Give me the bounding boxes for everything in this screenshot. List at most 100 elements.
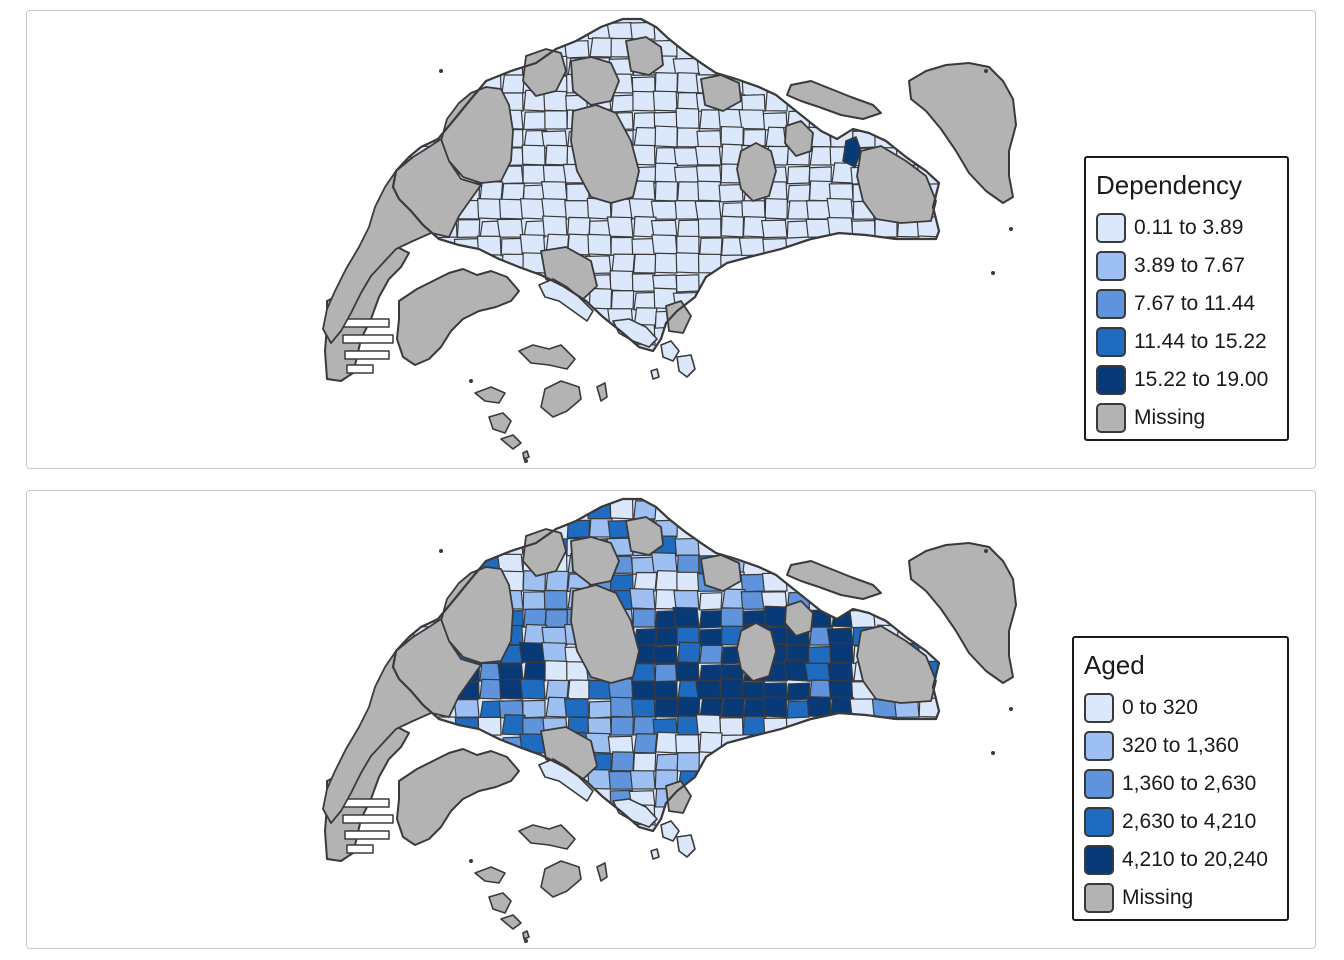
subzone bbox=[519, 678, 546, 700]
subzone bbox=[633, 126, 658, 148]
legend-swatch bbox=[1096, 289, 1126, 319]
region-missing bbox=[540, 860, 582, 898]
region-missing bbox=[518, 824, 576, 850]
legend-item: 320 to 1,360 bbox=[1084, 727, 1277, 765]
islet bbox=[524, 939, 528, 943]
subzone bbox=[673, 589, 700, 610]
subzone bbox=[738, 237, 766, 257]
subzone bbox=[544, 144, 569, 166]
subzone bbox=[698, 592, 723, 611]
subzone bbox=[629, 770, 656, 790]
subzone bbox=[675, 274, 700, 293]
subzone bbox=[827, 662, 854, 682]
legend-item: 15.22 to 19.00 bbox=[1096, 361, 1277, 399]
legend-label: 3.89 to 7.67 bbox=[1134, 254, 1245, 277]
subzone bbox=[654, 663, 678, 683]
legend-swatch bbox=[1096, 213, 1126, 243]
islet bbox=[991, 271, 995, 275]
subzone bbox=[610, 290, 635, 310]
legend-item: 7.67 to 11.44 bbox=[1096, 285, 1277, 323]
subzone bbox=[651, 234, 678, 256]
region-missing bbox=[522, 930, 530, 940]
legend-swatch bbox=[1084, 769, 1114, 799]
subzone bbox=[676, 554, 701, 574]
subzone bbox=[501, 714, 526, 736]
subzone bbox=[676, 235, 700, 256]
region-missing bbox=[570, 536, 620, 586]
region-missing bbox=[500, 914, 522, 930]
region-missing bbox=[908, 62, 1017, 204]
subzone bbox=[632, 608, 656, 628]
legend-dependency: Dependency 0.11 to 3.89 3.89 to 7.67 7.67 … bbox=[1084, 156, 1289, 441]
subzone bbox=[654, 125, 678, 148]
islet bbox=[984, 69, 988, 73]
subzone bbox=[586, 19, 612, 40]
legend-item: 0.11 to 3.89 bbox=[1096, 209, 1277, 247]
islet bbox=[984, 549, 988, 553]
subzone bbox=[719, 677, 744, 700]
island bbox=[538, 278, 594, 322]
region-missing bbox=[488, 412, 512, 434]
legend-item: Missing bbox=[1096, 399, 1277, 437]
subzone bbox=[631, 698, 656, 718]
subzone bbox=[564, 200, 590, 220]
subzone bbox=[610, 716, 634, 736]
subzone bbox=[697, 218, 722, 238]
subzone bbox=[544, 660, 568, 682]
subzone bbox=[674, 537, 700, 557]
legend-swatch bbox=[1096, 403, 1126, 433]
legend-label: 320 to 1,360 bbox=[1122, 734, 1239, 757]
subzone bbox=[743, 697, 768, 718]
subzone bbox=[696, 130, 722, 149]
choropleth-map-dependency bbox=[322, 17, 1017, 463]
region-missing bbox=[625, 516, 664, 556]
subzone bbox=[675, 107, 700, 130]
subzone bbox=[654, 252, 678, 274]
subzone bbox=[674, 734, 700, 754]
subzone bbox=[543, 589, 568, 610]
subzone bbox=[694, 200, 722, 220]
region-missing bbox=[488, 892, 512, 914]
subzone bbox=[741, 681, 766, 701]
legend-swatch bbox=[1084, 845, 1114, 875]
legend-item: Missing bbox=[1084, 879, 1277, 917]
region-missing bbox=[784, 600, 814, 637]
subzone bbox=[721, 697, 746, 718]
subzone bbox=[699, 610, 723, 629]
subzone bbox=[631, 556, 656, 575]
subzone bbox=[633, 253, 657, 274]
region-missing bbox=[665, 300, 692, 334]
subzone bbox=[720, 215, 745, 238]
subzone bbox=[677, 641, 701, 664]
subzone bbox=[697, 180, 722, 202]
subzone bbox=[479, 180, 504, 202]
subzone bbox=[519, 198, 546, 220]
subzone bbox=[655, 569, 679, 592]
legend-item: 3.89 to 7.67 bbox=[1096, 247, 1277, 285]
choropleth-map-aged bbox=[322, 497, 1017, 943]
subzone bbox=[652, 645, 678, 665]
subzone bbox=[633, 571, 658, 592]
subzone bbox=[589, 37, 614, 58]
subzone bbox=[522, 699, 546, 719]
subzone bbox=[522, 591, 546, 611]
legend-item: 1,360 to 2,630 bbox=[1084, 765, 1277, 803]
legend-title: Aged bbox=[1084, 650, 1145, 680]
subzone bbox=[545, 679, 570, 700]
subzone bbox=[544, 110, 568, 130]
legend-swatch bbox=[1084, 807, 1114, 837]
region-missing bbox=[474, 386, 506, 404]
subzone bbox=[675, 252, 700, 274]
legend-items: 0 to 320 320 to 1,360 1,360 to 2,630 2,630 … bbox=[1084, 689, 1277, 917]
subzone bbox=[523, 661, 548, 682]
subzone-hotspot bbox=[842, 136, 862, 168]
subzone bbox=[718, 183, 744, 203]
subzone bbox=[632, 90, 656, 112]
subzone bbox=[720, 607, 744, 628]
subzone bbox=[479, 678, 504, 700]
subzone bbox=[699, 644, 724, 664]
legend-label: 15.22 to 19.00 bbox=[1134, 368, 1269, 391]
subzone bbox=[786, 700, 811, 719]
subzone bbox=[676, 571, 700, 592]
subzone bbox=[698, 628, 723, 647]
